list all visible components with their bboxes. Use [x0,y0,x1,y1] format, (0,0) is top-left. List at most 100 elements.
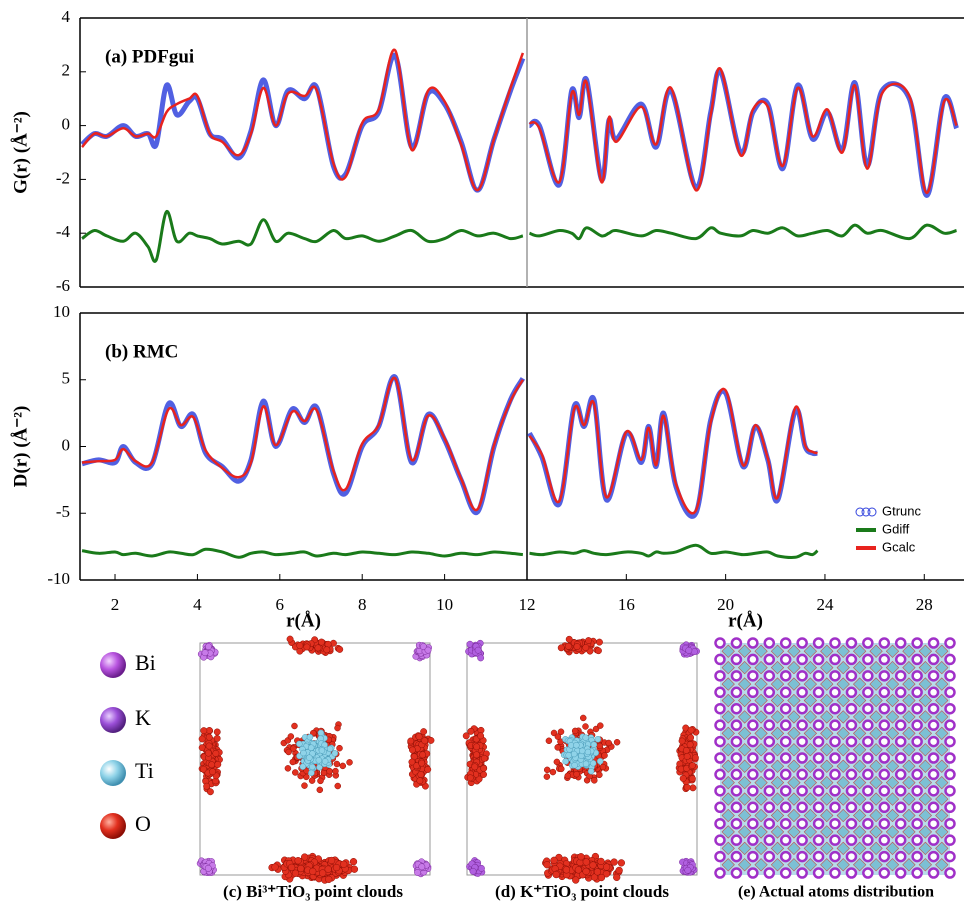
a-site [747,670,759,682]
a-site [796,867,808,879]
atom-point [597,873,606,882]
octahedron [902,693,916,708]
a-site [747,785,759,797]
a-site [812,817,825,830]
a-site [812,670,825,682]
a-site [944,637,956,649]
a-site [862,653,874,666]
a-site [878,670,891,682]
a-site [944,670,956,682]
octahedron [820,677,834,691]
a-site [927,817,940,830]
atom-point [553,758,561,766]
atom-point [292,769,299,776]
atom-point [592,725,600,733]
a-site [714,686,726,699]
series-line [81,374,526,516]
x-tick-label: 28 [916,595,933,614]
a-site [714,653,726,666]
octahedron [721,693,735,708]
a-site [779,670,792,682]
atom-point [613,873,621,882]
atom-point [687,726,695,734]
atom-point [209,768,216,776]
octahedron [721,644,735,658]
octahedron [738,693,752,708]
a-site [944,785,956,797]
octahedron [721,743,735,757]
a-site [927,834,940,846]
series-line [528,223,957,241]
atom-point [271,863,279,871]
a-site [829,850,841,863]
octahedron [902,792,916,806]
atom-point [688,775,696,783]
octahedron [918,743,932,757]
octahedron [869,644,883,658]
atom-point [562,758,569,765]
a-site [763,834,776,846]
a-site [944,735,956,748]
legend-marker [867,507,877,517]
a-site [878,768,891,781]
octahedron [885,858,900,872]
atom-point [212,749,220,757]
octahedron [869,776,883,790]
a-site [730,653,743,666]
y-axis-label: D(r) (Å⁻²) [10,406,31,488]
legend-marker [855,507,865,517]
a-site [829,637,841,649]
atom-point [314,644,322,652]
atom-point [690,648,698,656]
atom-point [477,864,485,872]
a-site [894,834,907,846]
octahedron [738,841,752,855]
octahedron [885,792,900,806]
series-line [81,48,525,192]
a-site [894,653,907,666]
a-site [829,686,841,699]
atom-point [294,857,302,865]
atom-point [331,750,339,757]
octahedron [721,825,735,839]
octahedron [803,792,817,806]
atom-point [407,737,415,745]
octahedron [820,726,834,740]
octahedron [836,644,850,658]
atom-point [213,728,221,736]
octahedron [721,759,735,773]
atom-point [286,635,294,643]
atom-point [589,759,597,767]
octahedron [787,792,801,806]
octahedron [738,710,752,724]
a-site [911,768,923,781]
a-site [927,867,940,879]
a-site [911,637,923,649]
a-site [829,752,841,764]
a-site [796,785,808,797]
atom-point [564,772,572,780]
octahedron [738,661,752,675]
a-site [927,670,940,682]
octahedron [885,808,900,823]
a-site [944,801,956,814]
a-site [714,850,726,863]
octahedron [869,858,883,872]
atom-grid [714,637,956,879]
octahedron [836,825,850,839]
atom-point [582,858,590,866]
a-site [812,719,825,731]
a-site [944,850,956,863]
octahedron [803,661,817,675]
series-line [529,543,819,559]
octahedron [918,677,932,691]
octahedron [853,858,867,872]
atom-point [336,744,343,752]
octahedron [787,858,801,872]
legend-label: Gdiff [882,521,910,536]
atom-point [471,763,479,771]
octahedron [902,776,916,790]
octahedron [918,726,932,740]
atom-point [582,760,590,768]
a-site [812,735,825,748]
